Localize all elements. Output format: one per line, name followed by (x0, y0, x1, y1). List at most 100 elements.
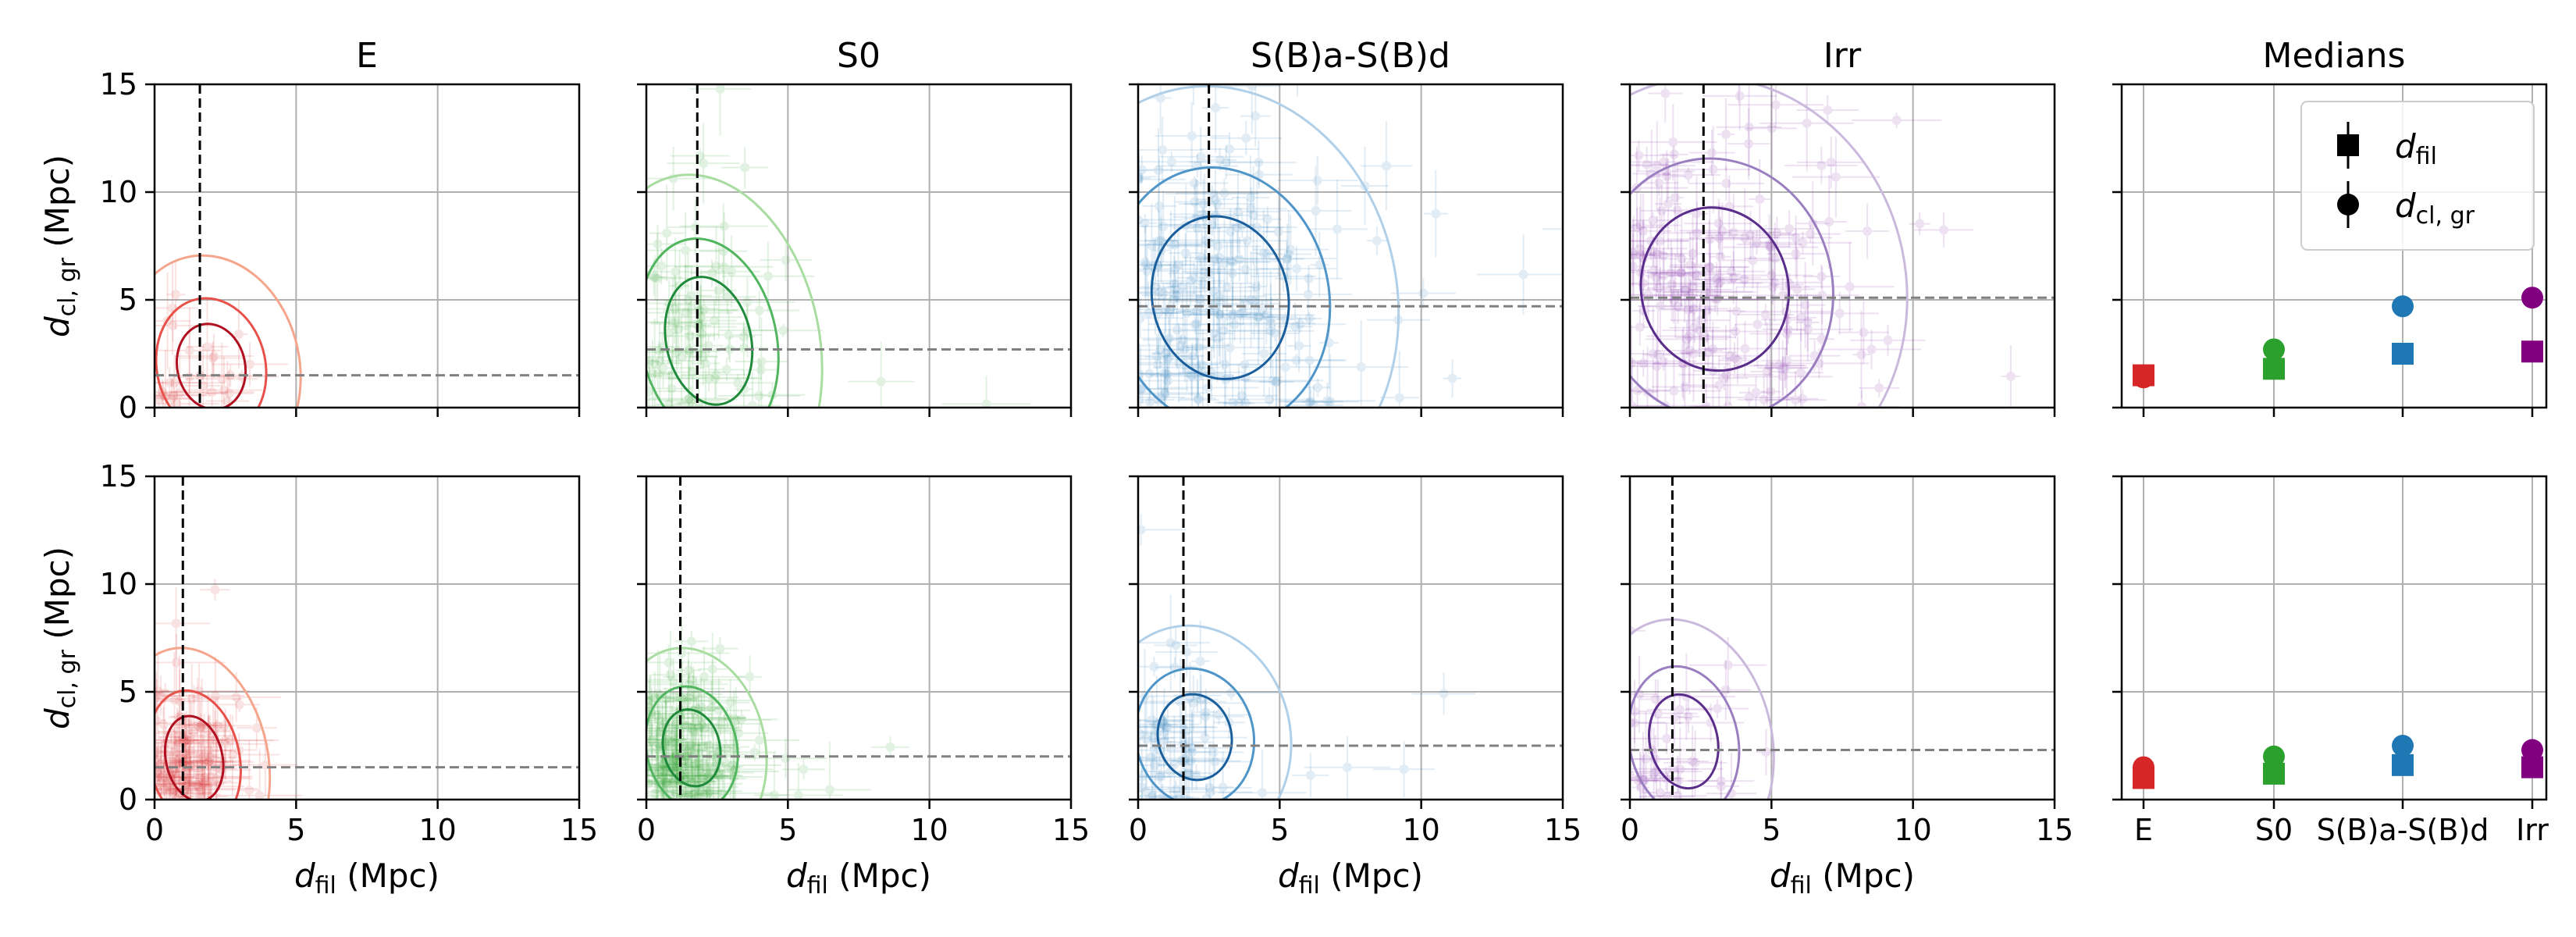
data-point (1641, 185, 1683, 236)
point-marker (1295, 319, 1305, 330)
point-marker (1727, 266, 1737, 276)
data-point (1759, 84, 1854, 172)
data-point (1666, 250, 1696, 297)
data-point (186, 299, 229, 395)
data-point (1802, 264, 1841, 289)
point-marker (1169, 279, 1179, 289)
data-point (163, 717, 254, 800)
point-marker (234, 700, 244, 710)
point-marker (1161, 721, 1171, 732)
point-marker (685, 331, 696, 341)
data-point (760, 238, 813, 281)
point-marker (686, 396, 696, 406)
data-point (660, 757, 695, 776)
point-marker (1190, 319, 1200, 330)
point-marker (653, 744, 664, 754)
point-marker (754, 736, 764, 746)
data-point (646, 743, 711, 796)
data-point (699, 276, 795, 328)
data-point (1651, 240, 1691, 306)
density-contour (163, 714, 225, 800)
data-point (646, 332, 681, 362)
data-point (1147, 196, 1203, 294)
x-tick-label: 15 (1544, 813, 1582, 847)
point-marker (1169, 760, 1179, 770)
data-point (155, 714, 222, 732)
point-marker (1662, 171, 1672, 181)
data-point (1307, 378, 1329, 397)
point-marker (1140, 260, 1151, 270)
data-point (158, 757, 191, 785)
data-point (1738, 376, 1774, 408)
point-marker (1291, 355, 1301, 365)
point-marker (885, 742, 895, 752)
data-point (1140, 741, 1201, 800)
point-marker (1439, 689, 1449, 699)
data-point (646, 694, 683, 772)
point-marker (1253, 312, 1263, 322)
point-marker (204, 757, 214, 767)
point-marker (1261, 249, 1272, 259)
point-marker (205, 753, 215, 763)
data-point (1638, 288, 1718, 325)
point-marker (1205, 787, 1215, 797)
point-marker (696, 322, 706, 332)
data-point (1162, 696, 1247, 779)
point-marker (1162, 376, 1172, 386)
data-point (1639, 272, 1733, 308)
data-point (1697, 260, 1766, 283)
point-marker (1246, 204, 1256, 214)
point-marker (1690, 757, 1700, 768)
x-tick-label: 5 (1270, 813, 1289, 847)
panel-frame (1628, 83, 2056, 409)
point-marker (1208, 286, 1219, 296)
point-marker (1225, 343, 1235, 353)
point-marker (728, 761, 738, 771)
point-marker (1246, 193, 1256, 203)
data-point (186, 718, 219, 796)
data-point (1224, 84, 1280, 134)
point-marker (1226, 688, 1236, 698)
point-marker (1322, 396, 1332, 406)
data-point (683, 725, 782, 800)
point-marker (690, 713, 700, 723)
point-marker (1155, 345, 1165, 355)
data-point (678, 677, 724, 737)
data-point (1140, 354, 1194, 393)
data-point (174, 333, 254, 379)
x-axis-label: dfil (Mpc) (786, 857, 931, 900)
point-marker (1752, 237, 1762, 248)
point-marker (199, 757, 209, 767)
point-marker (1209, 328, 1219, 338)
point-marker (671, 765, 681, 775)
data-point (646, 710, 709, 789)
data-point (1149, 84, 1172, 135)
data-point (1277, 155, 1358, 205)
point-marker (665, 670, 675, 680)
data-point (158, 307, 222, 394)
data-point (1158, 126, 1244, 187)
point-marker (1187, 351, 1197, 362)
data-point (1796, 181, 1830, 266)
point-marker (1264, 394, 1274, 404)
data-point (1659, 301, 1728, 315)
point-marker (695, 786, 705, 796)
data-point (646, 358, 738, 408)
data-point (211, 342, 289, 387)
point-marker (1666, 268, 1676, 278)
panel-1-3: 0 5 10 15 dfil (Mpc) (1621, 475, 2073, 900)
point-marker (184, 345, 194, 355)
data-point (1296, 312, 1322, 326)
data-point (1796, 95, 1859, 125)
point-marker (195, 722, 205, 732)
point-marker (1306, 397, 1316, 407)
point-marker (699, 159, 709, 169)
point-marker (740, 162, 750, 173)
data-point (1703, 324, 1767, 339)
point-marker (1180, 248, 1190, 258)
point-marker (1675, 764, 1685, 775)
data-point (1914, 212, 1973, 248)
x-tick-label: 5 (1762, 813, 1781, 847)
data-point (1630, 248, 1714, 321)
point-marker (1845, 282, 1855, 292)
